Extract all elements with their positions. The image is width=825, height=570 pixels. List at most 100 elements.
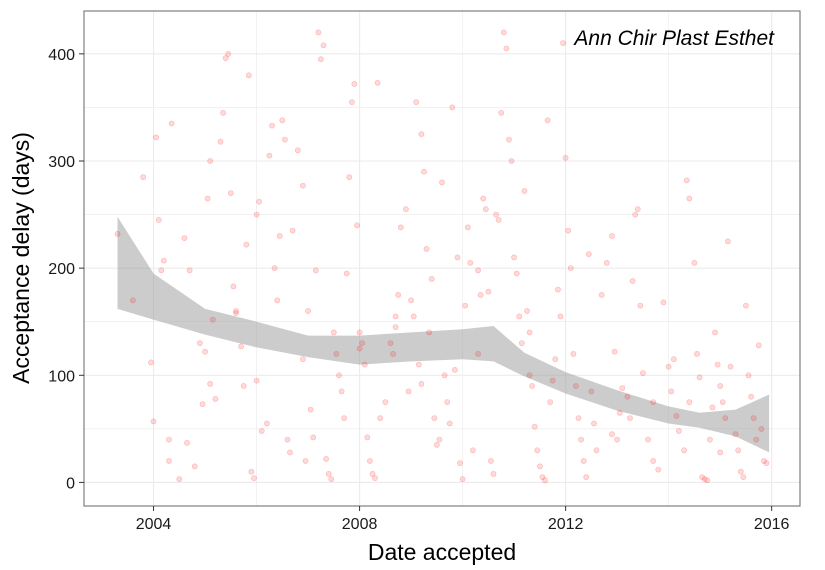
data-point bbox=[233, 308, 239, 314]
data-point bbox=[490, 470, 497, 477]
data-point bbox=[503, 45, 510, 52]
data-point bbox=[578, 436, 584, 443]
data-point bbox=[588, 388, 595, 395]
data-point bbox=[531, 423, 538, 430]
data-point bbox=[567, 265, 574, 271]
data-point bbox=[299, 182, 306, 189]
data-point bbox=[408, 297, 414, 304]
data-point bbox=[415, 361, 422, 368]
data-point bbox=[645, 436, 651, 443]
data-point bbox=[570, 350, 577, 357]
data-point bbox=[323, 455, 329, 462]
x-axis-title: Date accepted bbox=[368, 539, 516, 565]
data-point bbox=[629, 278, 636, 284]
data-point bbox=[361, 361, 368, 368]
data-point bbox=[346, 174, 353, 180]
data-point bbox=[148, 359, 154, 366]
smooth-band-layer bbox=[117, 216, 770, 453]
data-point bbox=[390, 350, 396, 357]
data-point bbox=[686, 399, 693, 405]
data-point bbox=[382, 399, 389, 405]
data-point bbox=[421, 168, 427, 175]
data-point bbox=[431, 415, 438, 421]
data-point bbox=[176, 476, 183, 483]
data-point bbox=[735, 447, 742, 454]
x-tick-label: 2016 bbox=[754, 516, 790, 533]
y-axis-title: Acceptance delay (days) bbox=[8, 132, 34, 384]
data-point bbox=[413, 99, 420, 105]
axes: 2004 2008 2012 2016 0 100 200 300 400 bbox=[48, 47, 789, 533]
data-point bbox=[598, 291, 605, 298]
data-point bbox=[676, 428, 682, 434]
data-point bbox=[274, 297, 281, 304]
data-point bbox=[248, 468, 255, 475]
data-point bbox=[392, 313, 399, 320]
data-point bbox=[665, 363, 672, 370]
data-point bbox=[609, 431, 615, 438]
y-tick-label: 200 bbox=[48, 261, 75, 278]
data-point bbox=[207, 380, 214, 387]
data-point bbox=[202, 348, 208, 355]
points-layer bbox=[114, 29, 770, 484]
data-point bbox=[341, 415, 347, 421]
data-point bbox=[632, 211, 639, 218]
data-point bbox=[336, 372, 342, 379]
x-tick-label: 2008 bbox=[342, 516, 378, 533]
data-point bbox=[614, 436, 620, 443]
data-point bbox=[348, 99, 355, 105]
data-point bbox=[513, 270, 520, 277]
panel-background bbox=[84, 11, 800, 506]
data-point bbox=[240, 383, 247, 389]
data-point bbox=[457, 460, 463, 466]
data-point bbox=[418, 380, 425, 387]
y-tick-label: 0 bbox=[66, 475, 75, 492]
data-point bbox=[227, 190, 234, 196]
data-point bbox=[740, 474, 747, 480]
data-point bbox=[366, 458, 373, 464]
data-point bbox=[302, 458, 309, 464]
data-point bbox=[516, 313, 523, 320]
data-point bbox=[691, 259, 698, 266]
data-point bbox=[475, 350, 481, 357]
data-point bbox=[603, 259, 610, 266]
data-point bbox=[758, 425, 765, 432]
data-point bbox=[763, 460, 770, 466]
data-point bbox=[616, 409, 623, 416]
data-point bbox=[251, 475, 257, 481]
data-point bbox=[276, 233, 283, 239]
data-point bbox=[518, 340, 525, 346]
data-point bbox=[266, 152, 273, 159]
data-point bbox=[748, 393, 754, 400]
data-point bbox=[253, 377, 260, 384]
data-point bbox=[317, 56, 324, 63]
data-point bbox=[441, 372, 448, 379]
data-point bbox=[423, 245, 430, 252]
data-point bbox=[544, 117, 551, 124]
data-point bbox=[475, 267, 481, 274]
data-point bbox=[467, 259, 474, 266]
data-point bbox=[565, 227, 572, 234]
data-point bbox=[745, 372, 752, 379]
data-point bbox=[387, 340, 394, 346]
data-point bbox=[634, 206, 641, 213]
data-point bbox=[555, 286, 561, 293]
data-point bbox=[271, 265, 278, 271]
data-point bbox=[299, 356, 306, 363]
data-point bbox=[359, 340, 366, 346]
data-point bbox=[209, 316, 216, 323]
data-point bbox=[426, 329, 432, 336]
data-point bbox=[222, 55, 229, 61]
data-point bbox=[624, 393, 631, 400]
data-point bbox=[269, 122, 275, 129]
data-point bbox=[199, 401, 206, 408]
data-point bbox=[469, 447, 476, 454]
data-point bbox=[166, 458, 172, 464]
data-point bbox=[312, 267, 319, 274]
data-point bbox=[485, 288, 492, 295]
data-point bbox=[737, 468, 744, 475]
data-point bbox=[477, 291, 484, 298]
data-point bbox=[354, 222, 360, 229]
data-point bbox=[263, 420, 270, 427]
data-point bbox=[372, 475, 378, 481]
data-point bbox=[709, 404, 716, 411]
